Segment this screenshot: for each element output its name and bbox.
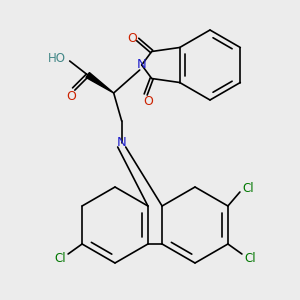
- Text: Cl: Cl: [244, 253, 256, 266]
- Text: N: N: [117, 136, 127, 149]
- Text: O: O: [127, 32, 136, 45]
- Text: O: O: [66, 89, 76, 103]
- Text: Cl: Cl: [242, 182, 254, 194]
- Polygon shape: [86, 73, 114, 93]
- Text: HO: HO: [48, 52, 66, 64]
- Text: O: O: [143, 95, 153, 108]
- Text: Cl: Cl: [54, 253, 66, 266]
- Text: N: N: [137, 58, 147, 71]
